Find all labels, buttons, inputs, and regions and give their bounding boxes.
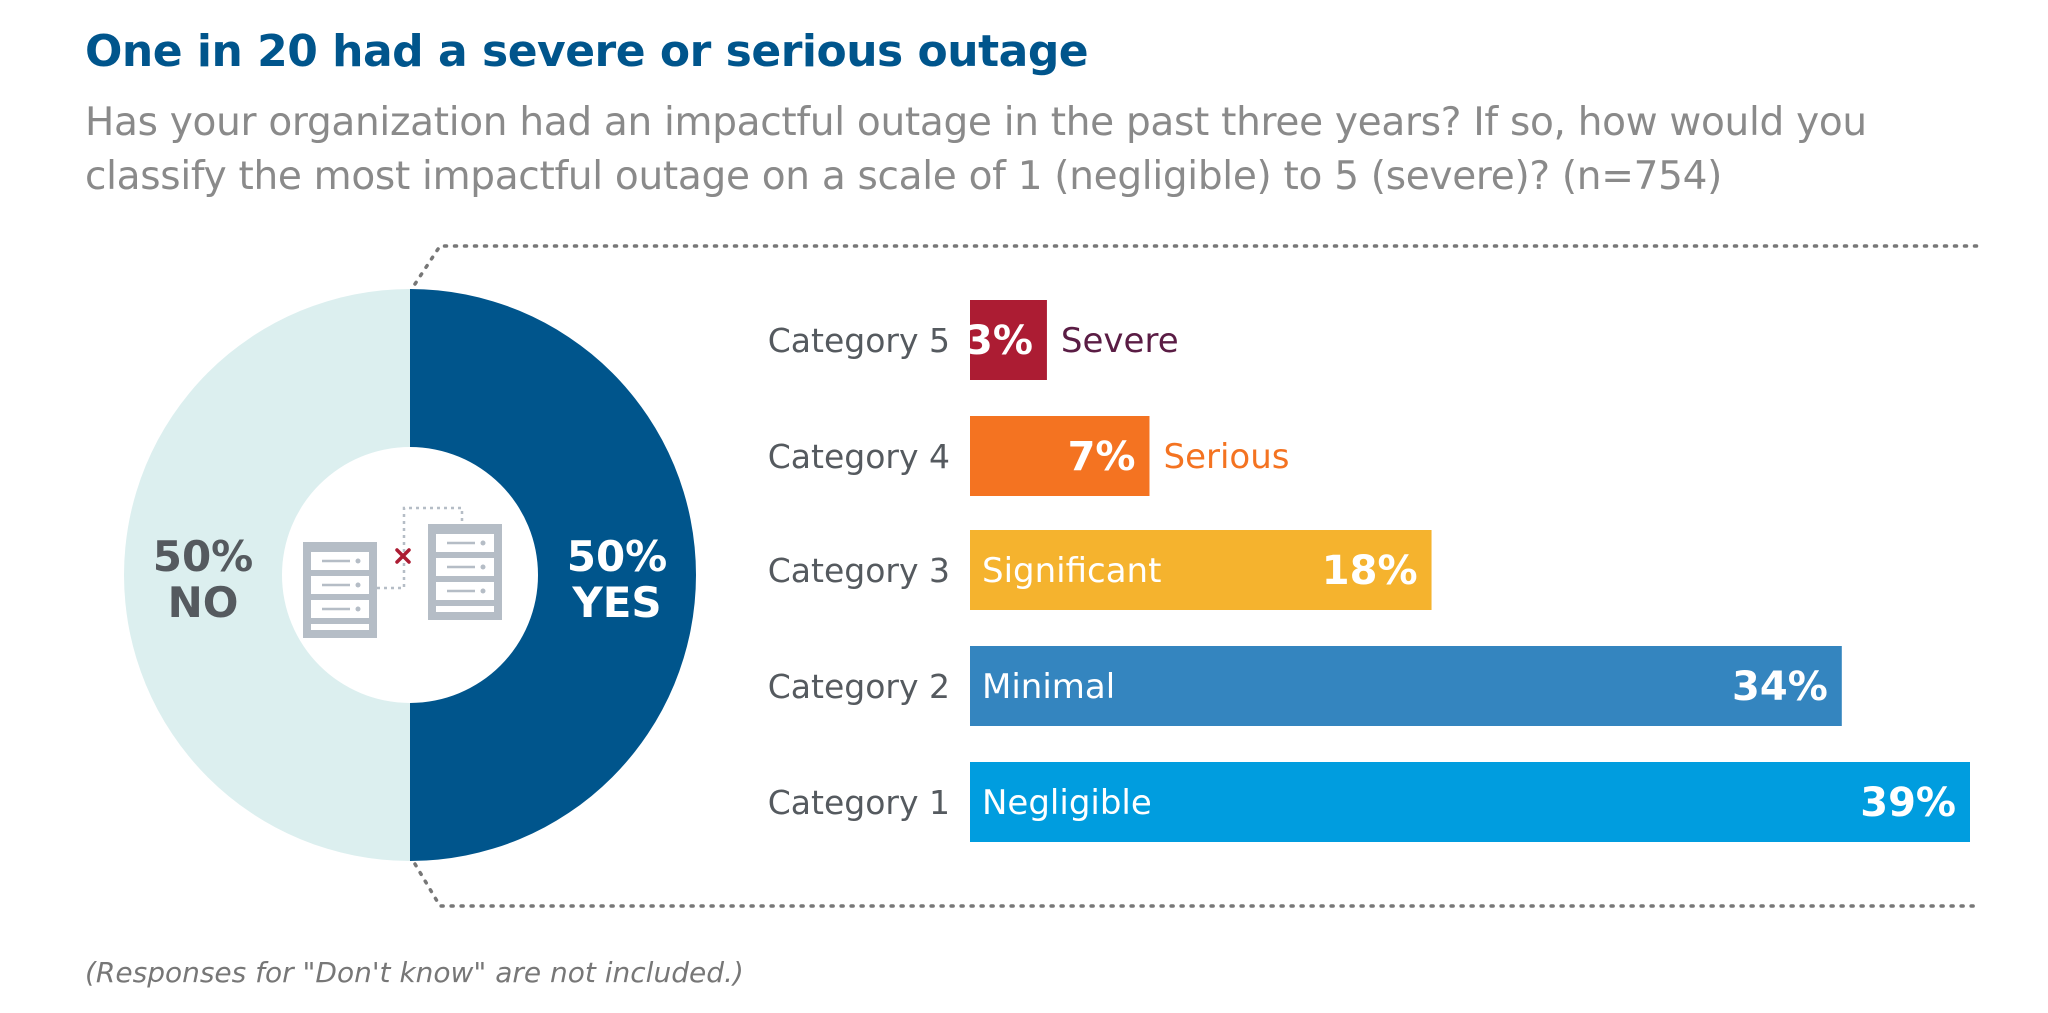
bar-category-1 — [970, 762, 1970, 842]
bar-value-label: 39% — [1860, 780, 1956, 826]
category-label: Category 5 — [768, 321, 950, 360]
connector-bottom — [413, 862, 1982, 908]
donut-label-yes-name: YES — [571, 578, 661, 627]
bar-value-label: 18% — [1322, 548, 1418, 594]
server-icon — [428, 524, 502, 620]
category-label: Category 4 — [768, 437, 950, 476]
bar-descriptor-label: Serious — [1163, 437, 1289, 477]
connector-top — [413, 244, 1982, 286]
donut-label-yes-value: 50% — [567, 532, 668, 581]
bar-value-label: 3% — [965, 318, 1033, 364]
donut-slice-no — [124, 289, 410, 861]
server-icon — [303, 542, 377, 638]
bar-value-label: 7% — [1068, 434, 1136, 480]
footnote: (Responses for "Don't know" are not incl… — [85, 956, 744, 989]
bar-chart: Category 5 3% Severe Category 4 7% Serious Cat… — [768, 300, 1970, 842]
bar-descriptor-label: Significant — [982, 551, 1161, 591]
donut-slice-yes — [410, 289, 696, 861]
bar-descriptor-label: Negligible — [982, 783, 1152, 823]
bar-descriptor-label: Minimal — [982, 667, 1115, 707]
donut-label-no-name: NO — [168, 578, 239, 627]
bar-category-3 — [970, 530, 1432, 610]
connection-line — [377, 506, 464, 590]
disconnect-x-icon — [395, 548, 411, 564]
bar-category-4 — [970, 416, 1150, 496]
donut-label-no-value: 50% — [153, 532, 254, 581]
connector-lines — [413, 244, 1982, 908]
category-label: Category 1 — [768, 783, 950, 822]
bar-value-label: 34% — [1732, 664, 1828, 710]
bar-descriptor-label: Severe — [1061, 321, 1179, 361]
chart-title: One in 20 had a severe or serious outage — [85, 26, 1089, 77]
bar-category-5 — [970, 300, 1047, 380]
category-label: Category 2 — [768, 667, 950, 706]
chart-subtitle: Has your organization had an impactful o… — [85, 100, 1867, 199]
category-label: Category 3 — [768, 551, 950, 590]
server-outage-icon — [303, 506, 502, 638]
bar-category-2 — [970, 646, 1842, 726]
